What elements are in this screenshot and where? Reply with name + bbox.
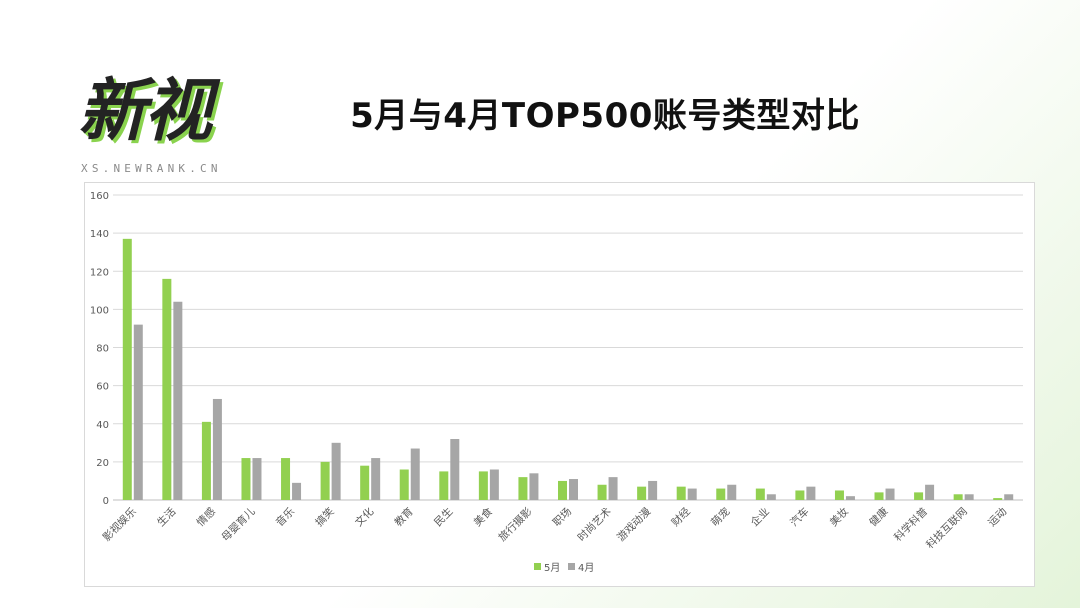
x-tick-label: 民生 — [431, 505, 455, 529]
x-tick-label: 情感 — [194, 505, 218, 529]
bar-apr — [845, 496, 855, 500]
x-tick-label: 萌宠 — [708, 505, 732, 529]
x-tick-label: 健康 — [867, 505, 891, 529]
bar-apr — [806, 486, 816, 500]
bar-may — [439, 471, 449, 500]
bar-apr — [292, 482, 302, 500]
page-title: 5月与4月TOP500账号类型对比 — [350, 96, 860, 136]
y-tick-label: 120 — [90, 267, 109, 278]
bar-may — [241, 458, 251, 500]
bar-apr — [173, 301, 183, 500]
bar-apr — [1004, 494, 1014, 500]
x-tick-label: 运动 — [986, 506, 1009, 529]
bar-apr — [371, 458, 381, 500]
bar-apr — [331, 442, 341, 500]
bar-chart: 0 20 40 60 80 100 120 140 160 影视娱乐 生活 情感 母婴育儿 音乐 搞笑 文化教… — [90, 191, 1023, 574]
bar-apr — [569, 479, 578, 500]
x-tick-label: 时尚艺术 — [575, 505, 614, 544]
bar-apr — [766, 494, 776, 500]
bar-may — [320, 461, 330, 500]
y-tick-label: 100 — [90, 305, 109, 316]
y-tick-label: 160 — [90, 191, 109, 202]
x-tick-label: 财经 — [669, 505, 693, 529]
x-tick-label: 旅行摄影 — [496, 505, 535, 544]
bar-may — [122, 238, 132, 500]
bar-may — [716, 488, 726, 500]
bar-may — [637, 486, 647, 500]
bar-may — [914, 492, 924, 500]
x-tick-label: 美妆 — [827, 505, 851, 529]
bar-may — [558, 480, 567, 500]
bar-apr — [252, 458, 262, 500]
bar-apr — [727, 484, 737, 500]
x-tick-label: 搞笑 — [313, 505, 337, 529]
bar-may — [993, 498, 1003, 500]
bar-may — [834, 490, 844, 500]
logo-url: XS.NEWRANK.CN — [81, 162, 222, 175]
x-tick-label: 美食 — [471, 505, 495, 529]
logo-text: 新视 — [78, 72, 212, 151]
bar-apr — [489, 469, 499, 500]
bar-may — [201, 421, 211, 500]
bar-may — [795, 490, 805, 500]
y-tick-label: 140 — [90, 229, 109, 240]
x-tick-label: 生活 — [154, 505, 178, 529]
bar-may — [953, 494, 963, 500]
x-tick-label: 游戏动漫 — [614, 505, 653, 544]
bar-apr — [212, 398, 222, 500]
x-tick-label: 影视娱乐 — [100, 505, 139, 544]
y-tick-label: 80 — [96, 344, 109, 355]
bar-apr — [410, 448, 420, 500]
x-tick-label: 音乐 — [273, 505, 297, 529]
bar-apr — [133, 324, 143, 500]
x-tick-label: 企业 — [748, 505, 772, 529]
y-tick-label: 0 — [103, 496, 109, 507]
bar-apr — [687, 488, 697, 500]
x-tick-label: 职场 — [550, 505, 574, 529]
x-tick-label: 汽车 — [787, 505, 811, 529]
bar-apr — [648, 480, 658, 500]
legend-label: 4月 — [578, 562, 594, 574]
bar-may — [399, 469, 409, 500]
y-tick-label: 60 — [96, 382, 109, 393]
x-tick-label: 文化 — [352, 505, 376, 529]
bar-may — [874, 492, 884, 500]
bar-may — [162, 278, 172, 500]
x-tick-label: 教育 — [392, 505, 416, 529]
bar-apr — [450, 439, 460, 500]
legend-label: 5月 — [544, 562, 560, 574]
bar-apr — [964, 494, 974, 500]
y-tick-label: 20 — [96, 458, 109, 469]
bar-may — [281, 458, 291, 500]
bar-may — [597, 484, 607, 500]
bar-apr — [608, 477, 618, 500]
x-tick-label: 母婴育儿 — [219, 505, 258, 544]
legend-swatch — [568, 563, 575, 570]
legend-swatch — [534, 563, 541, 570]
brand-logo: 新视 XS.NEWRANK.CN — [78, 72, 253, 182]
bar-apr — [925, 484, 935, 500]
bar-may — [518, 477, 528, 500]
x-tick-label: 科技互联网 — [923, 505, 969, 551]
bar-may — [676, 486, 686, 500]
bar-may — [478, 471, 488, 500]
bar-apr — [885, 488, 895, 500]
bar-may — [755, 488, 765, 500]
x-tick-label: 科学科普 — [891, 505, 930, 544]
y-tick-label: 40 — [96, 420, 109, 431]
bar-may — [360, 465, 370, 500]
chart-frame: 0 20 40 60 80 100 120 140 160 影视娱乐 生活 情感 母婴育儿 音乐 搞笑 文化教… — [84, 182, 1035, 587]
bar-apr — [529, 473, 539, 500]
